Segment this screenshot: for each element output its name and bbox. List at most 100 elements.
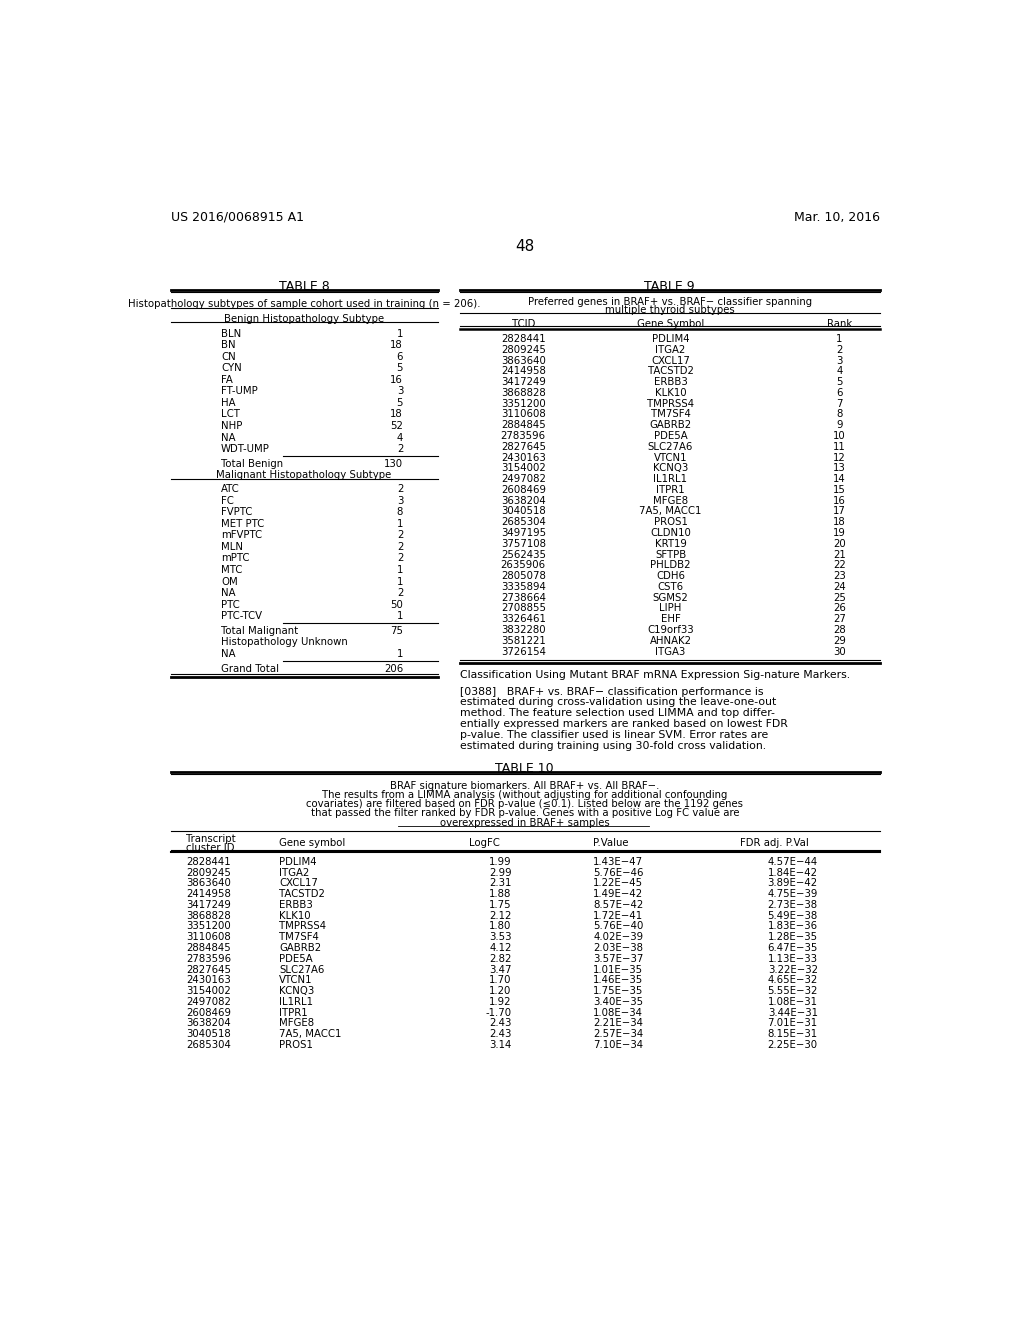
Text: 28: 28 [834,626,846,635]
Text: 8.57E−42: 8.57E−42 [593,900,643,909]
Text: 1: 1 [837,334,843,345]
Text: 5: 5 [837,378,843,387]
Text: 3.53: 3.53 [489,932,512,942]
Text: MTC: MTC [221,565,243,576]
Text: 1: 1 [396,519,403,529]
Text: 1: 1 [396,329,403,338]
Text: Rank: Rank [826,318,852,329]
Text: KRT19: KRT19 [654,539,686,549]
Text: 3040518: 3040518 [186,1030,230,1039]
Text: 7.01E−31: 7.01E−31 [768,1019,818,1028]
Text: 2809245: 2809245 [186,867,231,878]
Text: TMPRSS4: TMPRSS4 [280,921,327,932]
Text: 3.44E−31: 3.44E−31 [768,1007,818,1018]
Text: 5.49E−38: 5.49E−38 [768,911,818,920]
Text: 3110608: 3110608 [501,409,546,420]
Text: AHNAK2: AHNAK2 [649,636,691,645]
Text: 1.43E−47: 1.43E−47 [593,857,643,867]
Text: 16: 16 [833,496,846,506]
Text: 2828441: 2828441 [186,857,230,867]
Text: 4.75E−39: 4.75E−39 [767,890,818,899]
Text: CYN: CYN [221,363,242,374]
Text: estimated during cross-validation using the leave-one-out: estimated during cross-validation using … [460,697,776,708]
Text: SGMS2: SGMS2 [652,593,688,603]
Text: LIPH: LIPH [659,603,682,614]
Text: 2: 2 [396,531,403,540]
Text: 9: 9 [837,420,843,430]
Text: 1.22E−45: 1.22E−45 [593,878,643,888]
Text: 5.76E−40: 5.76E−40 [593,921,643,932]
Text: TACSTD2: TACSTD2 [647,367,693,376]
Text: 1: 1 [396,565,403,576]
Text: SLC27A6: SLC27A6 [648,442,693,451]
Text: 22: 22 [834,561,846,570]
Text: FA: FA [221,375,232,384]
Text: estimated during training using 30-fold cross validation.: estimated during training using 30-fold … [460,741,766,751]
Text: 25: 25 [833,593,846,603]
Text: p-value. The classifier used is linear SVM. Error rates are: p-value. The classifier used is linear S… [460,730,768,739]
Text: 2414958: 2414958 [186,890,231,899]
Text: MFGE8: MFGE8 [653,496,688,506]
Text: 18: 18 [834,517,846,527]
Text: Grand Total: Grand Total [221,664,279,675]
Text: 2608469: 2608469 [501,484,546,495]
Text: ATC: ATC [221,484,240,494]
Text: 2738664: 2738664 [501,593,546,603]
Text: 2430163: 2430163 [186,975,230,985]
Text: Total Malignant: Total Malignant [221,626,298,636]
Text: ITGA2: ITGA2 [655,345,686,355]
Text: PROS1: PROS1 [280,1040,313,1049]
Text: 3: 3 [837,355,843,366]
Text: 13: 13 [834,463,846,474]
Text: that passed the filter ranked by FDR p-value. Genes with a positive Log FC value: that passed the filter ranked by FDR p-v… [310,808,739,818]
Text: VTCN1: VTCN1 [653,453,687,462]
Text: TM7SF4: TM7SF4 [280,932,319,942]
Text: NA: NA [221,433,236,442]
Text: 1.08E−34: 1.08E−34 [593,1007,643,1018]
Text: cluster ID: cluster ID [186,843,234,853]
Text: TCID: TCID [512,318,535,329]
Text: 3726154: 3726154 [501,647,546,656]
Text: overexpressed in BRAF+ samples: overexpressed in BRAF+ samples [440,817,609,828]
Text: 2708855: 2708855 [501,603,546,614]
Text: PROS1: PROS1 [653,517,687,527]
Text: Total Benign: Total Benign [221,459,283,469]
Text: 4.65E−32: 4.65E−32 [768,975,818,985]
Text: 2.21E−34: 2.21E−34 [593,1019,643,1028]
Text: 2.25E−30: 2.25E−30 [768,1040,818,1049]
Text: 18: 18 [390,341,403,350]
Text: 2.57E−34: 2.57E−34 [593,1030,643,1039]
Text: The results from a LIMMA analysis (without adjusting for additional confounding: The results from a LIMMA analysis (witho… [323,789,727,800]
Text: 1.28E−35: 1.28E−35 [768,932,818,942]
Text: BRAF signature biomarkers. All BRAF+ vs. All BRAF−.: BRAF signature biomarkers. All BRAF+ vs.… [390,780,659,791]
Text: 3581221: 3581221 [501,636,546,645]
Text: 2.03E−38: 2.03E−38 [593,942,643,953]
Text: WDT-UMP: WDT-UMP [221,444,270,454]
Text: 27: 27 [833,614,846,624]
Text: 3110608: 3110608 [186,932,230,942]
Text: US 2016/0068915 A1: US 2016/0068915 A1 [171,211,304,224]
Text: 1.99: 1.99 [489,857,512,867]
Text: method. The feature selection used LIMMA and top differ-: method. The feature selection used LIMMA… [460,708,774,718]
Text: IL1RL1: IL1RL1 [280,997,313,1007]
Text: 4: 4 [396,433,403,442]
Text: Mar. 10, 2016: Mar. 10, 2016 [794,211,880,224]
Text: SFTPB: SFTPB [655,549,686,560]
Text: 2.82: 2.82 [489,954,512,964]
Text: GABRB2: GABRB2 [649,420,691,430]
Text: PTC: PTC [221,599,240,610]
Text: 23: 23 [834,572,846,581]
Text: NA: NA [221,649,236,659]
Text: 130: 130 [384,459,403,469]
Text: PTC-TCV: PTC-TCV [221,611,262,622]
Text: -1.70: -1.70 [485,1007,512,1018]
Text: 2: 2 [396,553,403,564]
Text: GABRB2: GABRB2 [280,942,322,953]
Text: 1.20: 1.20 [489,986,512,997]
Text: P.Value: P.Value [593,838,629,849]
Text: 8.15E−31: 8.15E−31 [768,1030,818,1039]
Text: 4.12: 4.12 [489,942,512,953]
Text: TACSTD2: TACSTD2 [280,890,325,899]
Text: 3.40E−35: 3.40E−35 [593,997,643,1007]
Text: 206: 206 [384,664,403,675]
